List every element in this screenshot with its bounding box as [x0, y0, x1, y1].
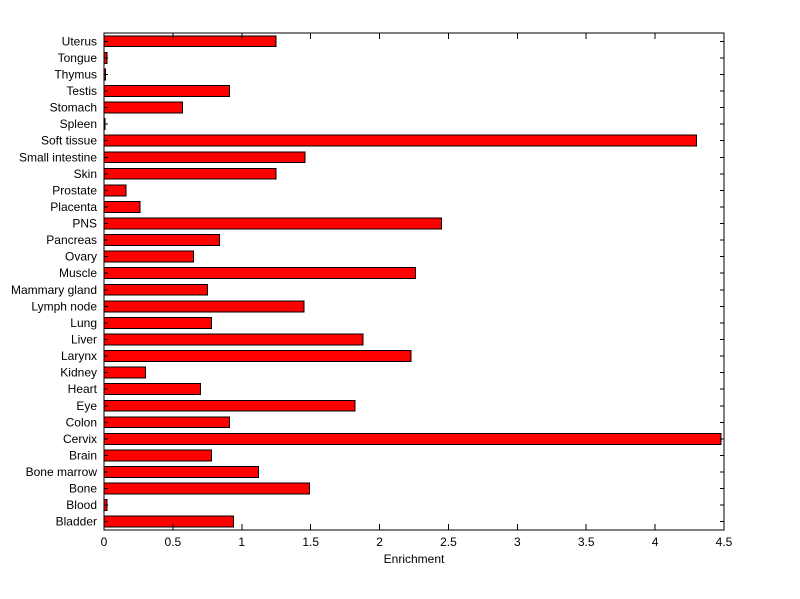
bar	[103, 167, 277, 180]
x-tick-label: 2.5	[440, 535, 457, 549]
bar	[103, 316, 212, 329]
y-tick-label: Skin	[74, 167, 97, 181]
y-tick-label: Cervix	[63, 432, 97, 446]
bar	[103, 234, 221, 247]
axes-box	[103, 32, 725, 531]
y-tick-label: Bone	[69, 482, 97, 496]
y-tick-label: Pancreas	[46, 233, 97, 247]
y-tick-label: Ovary	[65, 250, 97, 264]
y-tick-label: Lung	[70, 316, 97, 330]
y-tick-label: Liver	[71, 332, 97, 346]
x-tick-label: 3.5	[578, 535, 595, 549]
y-tick-label: Soft tissue	[41, 134, 97, 148]
y-tick-label: Muscle	[59, 266, 97, 280]
bar	[103, 151, 306, 164]
y-tick-label: Small intestine	[19, 150, 97, 164]
x-axis-title: Enrichment	[384, 552, 445, 566]
x-tick-label: 0.5	[165, 535, 182, 549]
y-tick-label: Bone marrow	[26, 465, 98, 479]
y-tick-label: Colon	[66, 415, 97, 429]
bar	[103, 101, 183, 114]
bar	[103, 267, 416, 280]
y-tick-label: Prostate	[52, 183, 97, 197]
bar	[103, 250, 195, 263]
bar	[103, 300, 305, 313]
y-tick-label: Brain	[69, 448, 97, 462]
x-tick-label: 1	[238, 535, 245, 549]
bar	[103, 482, 310, 495]
y-tick-label: Blood	[66, 498, 97, 512]
bar	[103, 35, 277, 48]
y-tick-label: Heart	[68, 382, 98, 396]
y-tick-label: Uterus	[62, 34, 97, 48]
bar	[103, 383, 201, 396]
x-tick-label: 3	[514, 535, 521, 549]
x-tick-label: 4.5	[716, 535, 733, 549]
bar	[103, 283, 208, 296]
y-tick-label: Larynx	[61, 349, 97, 363]
bar	[103, 217, 443, 230]
bar	[103, 333, 364, 346]
y-tick-label: Placenta	[50, 200, 97, 214]
y-tick-label: Stomach	[50, 101, 97, 115]
bar	[103, 466, 259, 478]
bar	[103, 449, 212, 462]
bar	[103, 85, 230, 97]
bar	[103, 201, 141, 213]
bar	[103, 515, 234, 528]
y-tick-label: Eye	[76, 399, 97, 413]
bar	[103, 399, 356, 412]
y-tick-label: Kidney	[60, 366, 97, 380]
y-tick-label: PNS	[72, 217, 97, 231]
bar	[103, 366, 146, 379]
x-tick-label: 1.5	[302, 535, 319, 549]
y-tick-label: Thymus	[54, 67, 97, 81]
y-tick-label: Spleen	[60, 117, 97, 131]
bar	[103, 134, 697, 147]
x-tick-label: 0	[101, 535, 108, 549]
y-tick-label: Mammary gland	[11, 283, 97, 297]
x-tick-label: 4	[652, 535, 659, 549]
y-tick-label: Bladder	[56, 515, 97, 529]
y-tick-label: Testis	[66, 84, 97, 98]
bar	[103, 416, 230, 429]
y-tick-label: Lymph node	[31, 299, 97, 313]
y-tick-label: Tongue	[58, 51, 98, 65]
bar	[103, 432, 722, 445]
x-tick-label: 2	[376, 535, 383, 549]
bar	[103, 350, 412, 363]
